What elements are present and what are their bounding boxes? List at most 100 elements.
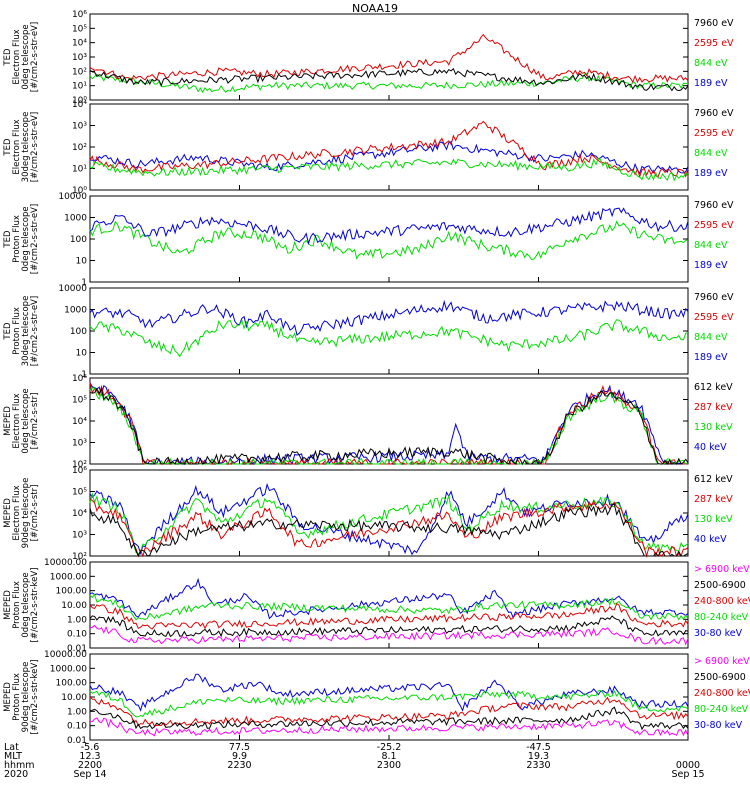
footer-value: 2230	[227, 760, 251, 771]
y-tick-label: 1.00	[67, 615, 87, 625]
y-tick-label: 1000.00	[50, 664, 87, 674]
y-tick-label: 10³	[72, 439, 87, 449]
y-tick-label: 10⁵	[72, 488, 87, 498]
footer-value: 12.3	[79, 751, 100, 762]
y-tick-label: 10000	[58, 192, 87, 202]
series-line	[89, 593, 689, 621]
footer-value: 8.1	[381, 751, 396, 762]
legend-entry: 189 eV	[694, 168, 728, 179]
legend-entry: > 6900 keV	[694, 656, 750, 667]
y-axis-label: [#/cm2-s-str-eV]	[30, 204, 40, 274]
y-tick-label: 10	[76, 349, 88, 359]
y-axis-label: 30deg telescope	[21, 112, 31, 183]
series-line	[89, 696, 689, 727]
legend-entry: 30-80 keV	[694, 720, 743, 731]
y-tick-label: 100	[70, 235, 87, 245]
panel-frame	[89, 103, 689, 191]
legend-entry: 612 keV	[694, 474, 733, 485]
y-axis-label: 0deg telescope	[21, 388, 31, 453]
y-tick-label: 10⁶	[72, 466, 87, 476]
legend-entry: 189 eV	[694, 260, 728, 271]
legend-entry: 2595 eV	[694, 220, 734, 231]
legend-entry: 844 eV	[694, 240, 728, 251]
series-line	[89, 157, 689, 182]
y-tick-label: 10⁵	[72, 396, 87, 406]
y-axis-label: Proton Flux	[12, 673, 22, 721]
legend-entry: 240-800 keV	[694, 688, 750, 699]
panel-frame	[89, 653, 689, 741]
footer-value: 2300	[377, 760, 401, 771]
y-tick-label: 1	[81, 278, 87, 288]
footer-value: Sep 14	[73, 769, 106, 780]
y-axis-label: 90deg telescope	[21, 662, 31, 733]
legend-entry: 189 eV	[694, 352, 728, 363]
legend-entry: 844 eV	[694, 58, 728, 69]
y-axis-label: Electron Flux	[12, 119, 22, 174]
y-axis-label: 30deg telescope	[21, 296, 31, 367]
footer-value: -25.2	[377, 742, 402, 753]
legend-entry: 240-800 keV	[694, 596, 750, 607]
footer-value: -5.6	[81, 742, 100, 753]
y-tick-label: 10²	[72, 67, 87, 77]
y-axis-label: Electron Flux	[12, 485, 22, 540]
y-axis-label: [#/cm2-s-str]	[30, 485, 40, 542]
legend-entry: 7960 eV	[694, 108, 734, 119]
y-axis-label: MEPED	[3, 590, 13, 620]
y-axis-label: [#/cm2-s-str-keV]	[30, 660, 40, 735]
y-tick-label: 1.00	[67, 707, 87, 717]
panel-frame	[89, 13, 689, 101]
footer-row-label: hhmm	[4, 760, 35, 771]
y-axis-label: Electron Flux	[12, 29, 22, 84]
series-line	[89, 624, 689, 646]
y-axis-label: [#/cm2-s-str]	[30, 393, 40, 450]
footer-value: 9.9	[232, 751, 247, 762]
legend-entry: 130 keV	[694, 514, 733, 525]
y-tick-label: 10⁴	[72, 39, 87, 49]
panel-frame	[89, 195, 689, 283]
footer-value: 2200	[78, 760, 102, 771]
series-line	[89, 387, 689, 466]
series-line	[89, 387, 689, 466]
footer-value: 19.3	[528, 751, 549, 762]
legend-entry: 7960 eV	[694, 200, 734, 211]
legend-entry: 287 keV	[694, 402, 733, 413]
y-axis-label: MEPED	[3, 406, 13, 436]
y-axis-label: TED	[3, 230, 13, 249]
series-line	[89, 706, 689, 731]
y-axis-label: TED	[3, 322, 13, 341]
legend-entry: 612 keV	[694, 382, 733, 393]
y-tick-label: 10000.00	[44, 558, 87, 568]
y-axis-label: 90deg telescope	[21, 478, 31, 549]
y-axis-label: TED	[3, 48, 13, 67]
legend-entry: 40 keV	[694, 442, 727, 453]
footer-row-label: 2020	[4, 769, 28, 780]
footer-value: Sep 15	[671, 769, 704, 780]
series-line	[89, 141, 689, 175]
series-line	[89, 615, 689, 638]
y-tick-label: 10	[76, 257, 88, 267]
legend-entry: 844 eV	[694, 332, 728, 343]
series-line	[89, 689, 689, 718]
y-tick-label: 10¹	[72, 165, 87, 175]
footer-value: -47.5	[526, 742, 551, 753]
legend-entry: 2500-6900	[694, 580, 746, 591]
series-line	[89, 120, 689, 179]
y-tick-label: 10.00	[61, 601, 87, 611]
y-axis-label: MEPED	[3, 682, 13, 712]
y-tick-label: 10000	[58, 284, 87, 294]
y-axis-label: Electron Flux	[12, 393, 22, 448]
y-tick-label: 100.00	[56, 679, 88, 689]
y-tick-label: 10.00	[61, 693, 87, 703]
y-tick-label: 10⁰	[72, 186, 87, 196]
y-axis-label: 0deg telescope	[21, 206, 31, 271]
y-tick-label: 0.01	[67, 736, 87, 746]
series-line	[89, 220, 689, 261]
y-tick-label: 1000.00	[50, 572, 87, 582]
legend-entry: 2595 eV	[694, 128, 734, 139]
y-tick-label: 0.10	[67, 722, 87, 732]
series-line	[89, 503, 689, 558]
legend-entry: 844 eV	[694, 148, 728, 159]
y-tick-label: 1000	[64, 214, 87, 224]
series-line	[89, 602, 689, 630]
